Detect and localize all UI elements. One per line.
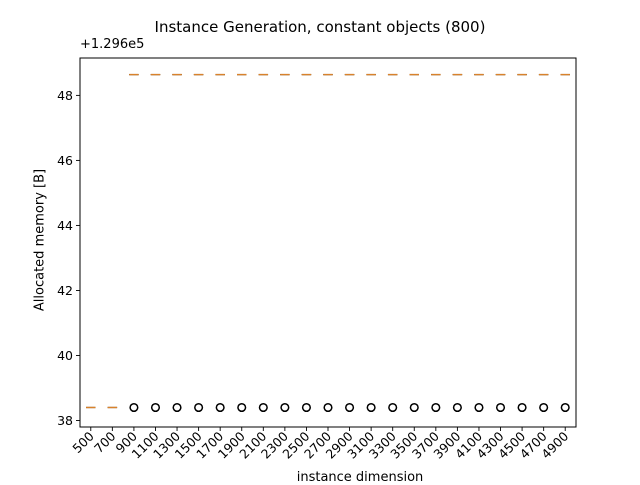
y-tick-label: 40	[57, 348, 73, 363]
outlier-point	[495, 402, 506, 413]
outlier-point	[452, 402, 462, 413]
y-tick-label: 46	[57, 153, 73, 168]
outlier-point	[323, 402, 333, 413]
outlier-point	[388, 402, 398, 413]
outlier-point	[150, 402, 161, 413]
outlier-point	[280, 402, 290, 413]
y-offset-label: +1.296e5	[80, 37, 145, 52]
outlier-point	[539, 402, 549, 413]
outlier-point	[474, 402, 484, 413]
outlier-point	[345, 402, 355, 413]
outlier-point	[301, 402, 311, 413]
y-tick-label: 38	[57, 413, 73, 428]
chart-title: Instance Generation, constant objects (8…	[154, 18, 486, 36]
outlier-point	[560, 402, 570, 413]
outlier-point	[366, 402, 376, 413]
outlier-point	[172, 402, 182, 413]
outlier-point	[409, 402, 419, 413]
outlier-point	[431, 402, 441, 413]
y-tick-label: 42	[57, 283, 73, 298]
plot-frame	[79, 57, 577, 428]
outlier-point	[215, 402, 225, 413]
outlier-point	[258, 402, 268, 413]
outlier-point	[129, 402, 139, 413]
outlier-point	[517, 402, 527, 413]
y-tick-label: 48	[57, 88, 73, 103]
outlier-point	[237, 402, 247, 413]
outlier-point	[194, 402, 204, 413]
y-tick-label: 44	[57, 218, 73, 233]
